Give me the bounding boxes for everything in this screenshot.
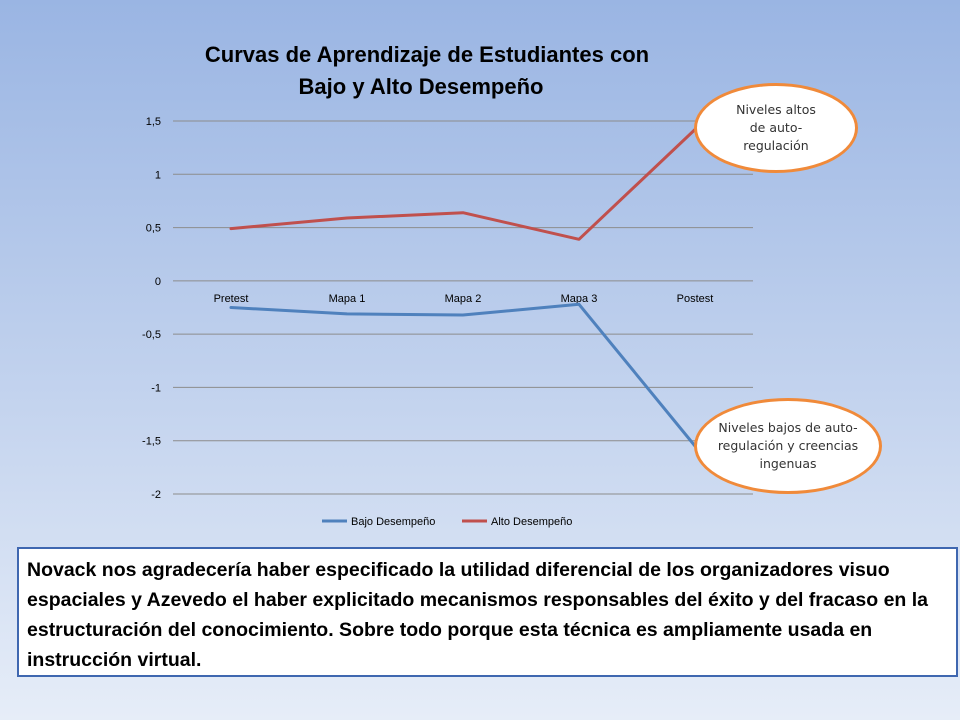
y-tick-label: 0,5 — [146, 223, 161, 235]
chart-title-line-1: Curvas de Aprendizaje de Estudiantes con — [205, 42, 649, 67]
legend-label: Alto Desempeño — [491, 516, 572, 528]
callout-high-self-regulation: Niveles altos de auto-regulación — [694, 83, 858, 173]
y-tick-label: -0,5 — [142, 329, 161, 341]
chart-title-line-2: Bajo y Alto Desempeño — [299, 74, 544, 99]
x-tick-label: Mapa 2 — [445, 293, 482, 305]
x-tick-label: Mapa 1 — [329, 293, 366, 305]
y-tick-label: 1 — [155, 169, 161, 181]
note-text-box: Novack nos agradecería haber especificad… — [17, 547, 958, 677]
callout-low-self-regulation: Niveles bajos de auto-regulación y creen… — [694, 398, 882, 494]
legend: Bajo Desempeño Alto Desempeño — [322, 516, 572, 528]
y-tick-label: 0 — [155, 276, 161, 288]
line-chart: Curvas de Aprendizaje de Estudiantes con… — [142, 42, 753, 528]
legend-label: Bajo Desempeño — [351, 516, 435, 528]
x-axis-tick-labels: Pretest Mapa 1 Mapa 2 Mapa 3 Postest — [214, 293, 714, 305]
x-tick-label: Mapa 3 — [561, 293, 598, 305]
y-tick-label: -1 — [151, 382, 161, 394]
x-tick-label: Pretest — [214, 293, 249, 305]
series-line — [229, 128, 697, 241]
y-tick-label: -1,5 — [142, 436, 161, 448]
y-tick-label: 1,5 — [146, 116, 161, 128]
y-tick-label: -2 — [151, 489, 161, 501]
series-line — [229, 302, 697, 448]
y-axis-tick-labels: 1,5 1 0,5 0 -0,5 -1 -1,5 -2 — [142, 116, 161, 501]
x-tick-label: Postest — [677, 293, 714, 305]
series-lines — [229, 128, 697, 448]
gridlines — [173, 120, 753, 495]
